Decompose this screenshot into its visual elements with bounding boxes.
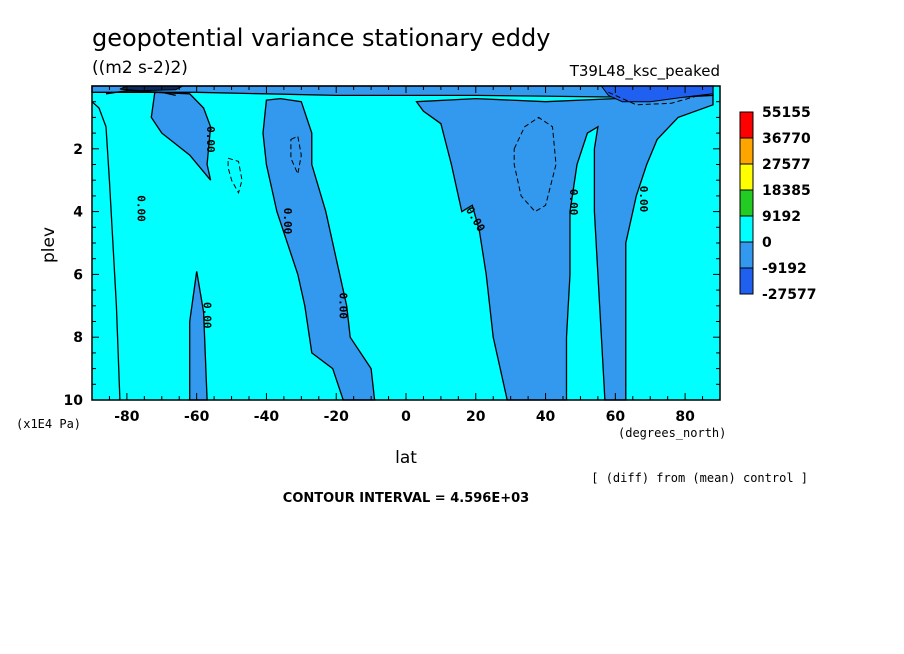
legend-level-label: 27577	[762, 157, 811, 173]
x-tick-label: -20	[324, 409, 350, 425]
legend-swatch	[739, 137, 754, 165]
legend-level-label: 0	[762, 235, 772, 251]
diff-note: [ (diff) from (mean) control ]	[591, 471, 808, 485]
x-tick-label: 60	[606, 409, 626, 425]
contour-label: 0.00	[337, 293, 350, 320]
region-sh-mid-band-upper	[150, 91, 212, 181]
y-tick-label: 2	[73, 142, 83, 158]
y-tick-label: 6	[73, 267, 83, 283]
contour-labels: 0.000.000.000.000.000.000.00 0.00	[134, 126, 649, 328]
chart-title: geopotential variance stationary eddy	[92, 24, 550, 52]
contour-interval: CONTOUR INTERVAL = 4.596E+03	[283, 491, 529, 506]
contour-lines	[91, 90, 700, 401]
x-tick-label: 20	[466, 409, 486, 425]
legend-swatch	[739, 215, 754, 243]
contour-label: 0.00	[201, 302, 214, 329]
y-axis-unit: (x1E4 Pa)	[16, 417, 81, 431]
x-tick-label: 40	[536, 409, 556, 425]
contour-label: 0.00	[567, 189, 580, 216]
legend-level-label: 9192	[762, 209, 801, 225]
plot-area: 0.000.000.000.000.000.000.00 0.00 -80 -60-…	[64, 85, 721, 425]
legend-swatch	[739, 189, 754, 217]
contour-sh-left-band	[91, 101, 121, 401]
contour-label: 0.00	[134, 195, 147, 222]
legend-swatch	[739, 163, 754, 191]
region-sh-subtropics	[262, 97, 376, 401]
x-tick-label: -80	[114, 409, 140, 425]
x-axis-label: lat	[395, 448, 417, 468]
color-legend: 55155 36770 27577 18385 9192 0 -9192 -27577	[739, 105, 817, 303]
x-tick-label: -40	[254, 409, 280, 425]
legend-level-label: -27577	[762, 287, 817, 303]
chart-units: ((m2 s-2)2)	[92, 58, 188, 78]
x-tick-label: -60	[184, 409, 210, 425]
y-tick-label: 8	[73, 330, 83, 346]
contour-dashed-nh-top-inner	[608, 91, 700, 106]
legend-swatch	[739, 267, 754, 295]
region-nh-broad	[415, 94, 714, 401]
legend-level-label: 18385	[762, 183, 811, 199]
axis-ticks: -80 -60 -40 -20 0 20 40 60 80 2 4 6 8 10	[64, 85, 721, 425]
contour-label: 0.00	[637, 186, 650, 213]
legend-level-label: 55155	[762, 105, 811, 121]
y-tick-label: 4	[73, 205, 83, 221]
legend-swatch	[739, 241, 754, 269]
contour-dashed-sh-small-1	[227, 157, 243, 195]
legend-swatch	[739, 111, 754, 139]
y-axis-label: plev	[39, 227, 59, 263]
contour-dashed-nh-inner	[513, 116, 557, 213]
x-axis-unit: (degrees_north)	[618, 426, 726, 440]
y-tick-label: 10	[64, 393, 84, 409]
contour-label: 0.00	[204, 126, 217, 153]
contour-sh-top-blob	[105, 90, 176, 97]
x-tick-label: 80	[675, 409, 695, 425]
contour-dashed-sh-small-2	[290, 135, 302, 176]
contour-label: 0.00	[281, 208, 294, 235]
legend-level-label: -9192	[762, 261, 807, 277]
run-id: T39L48_ksc_peaked	[569, 62, 720, 81]
x-tick-label: 0	[401, 409, 411, 425]
legend-level-label: 36770	[762, 131, 811, 147]
